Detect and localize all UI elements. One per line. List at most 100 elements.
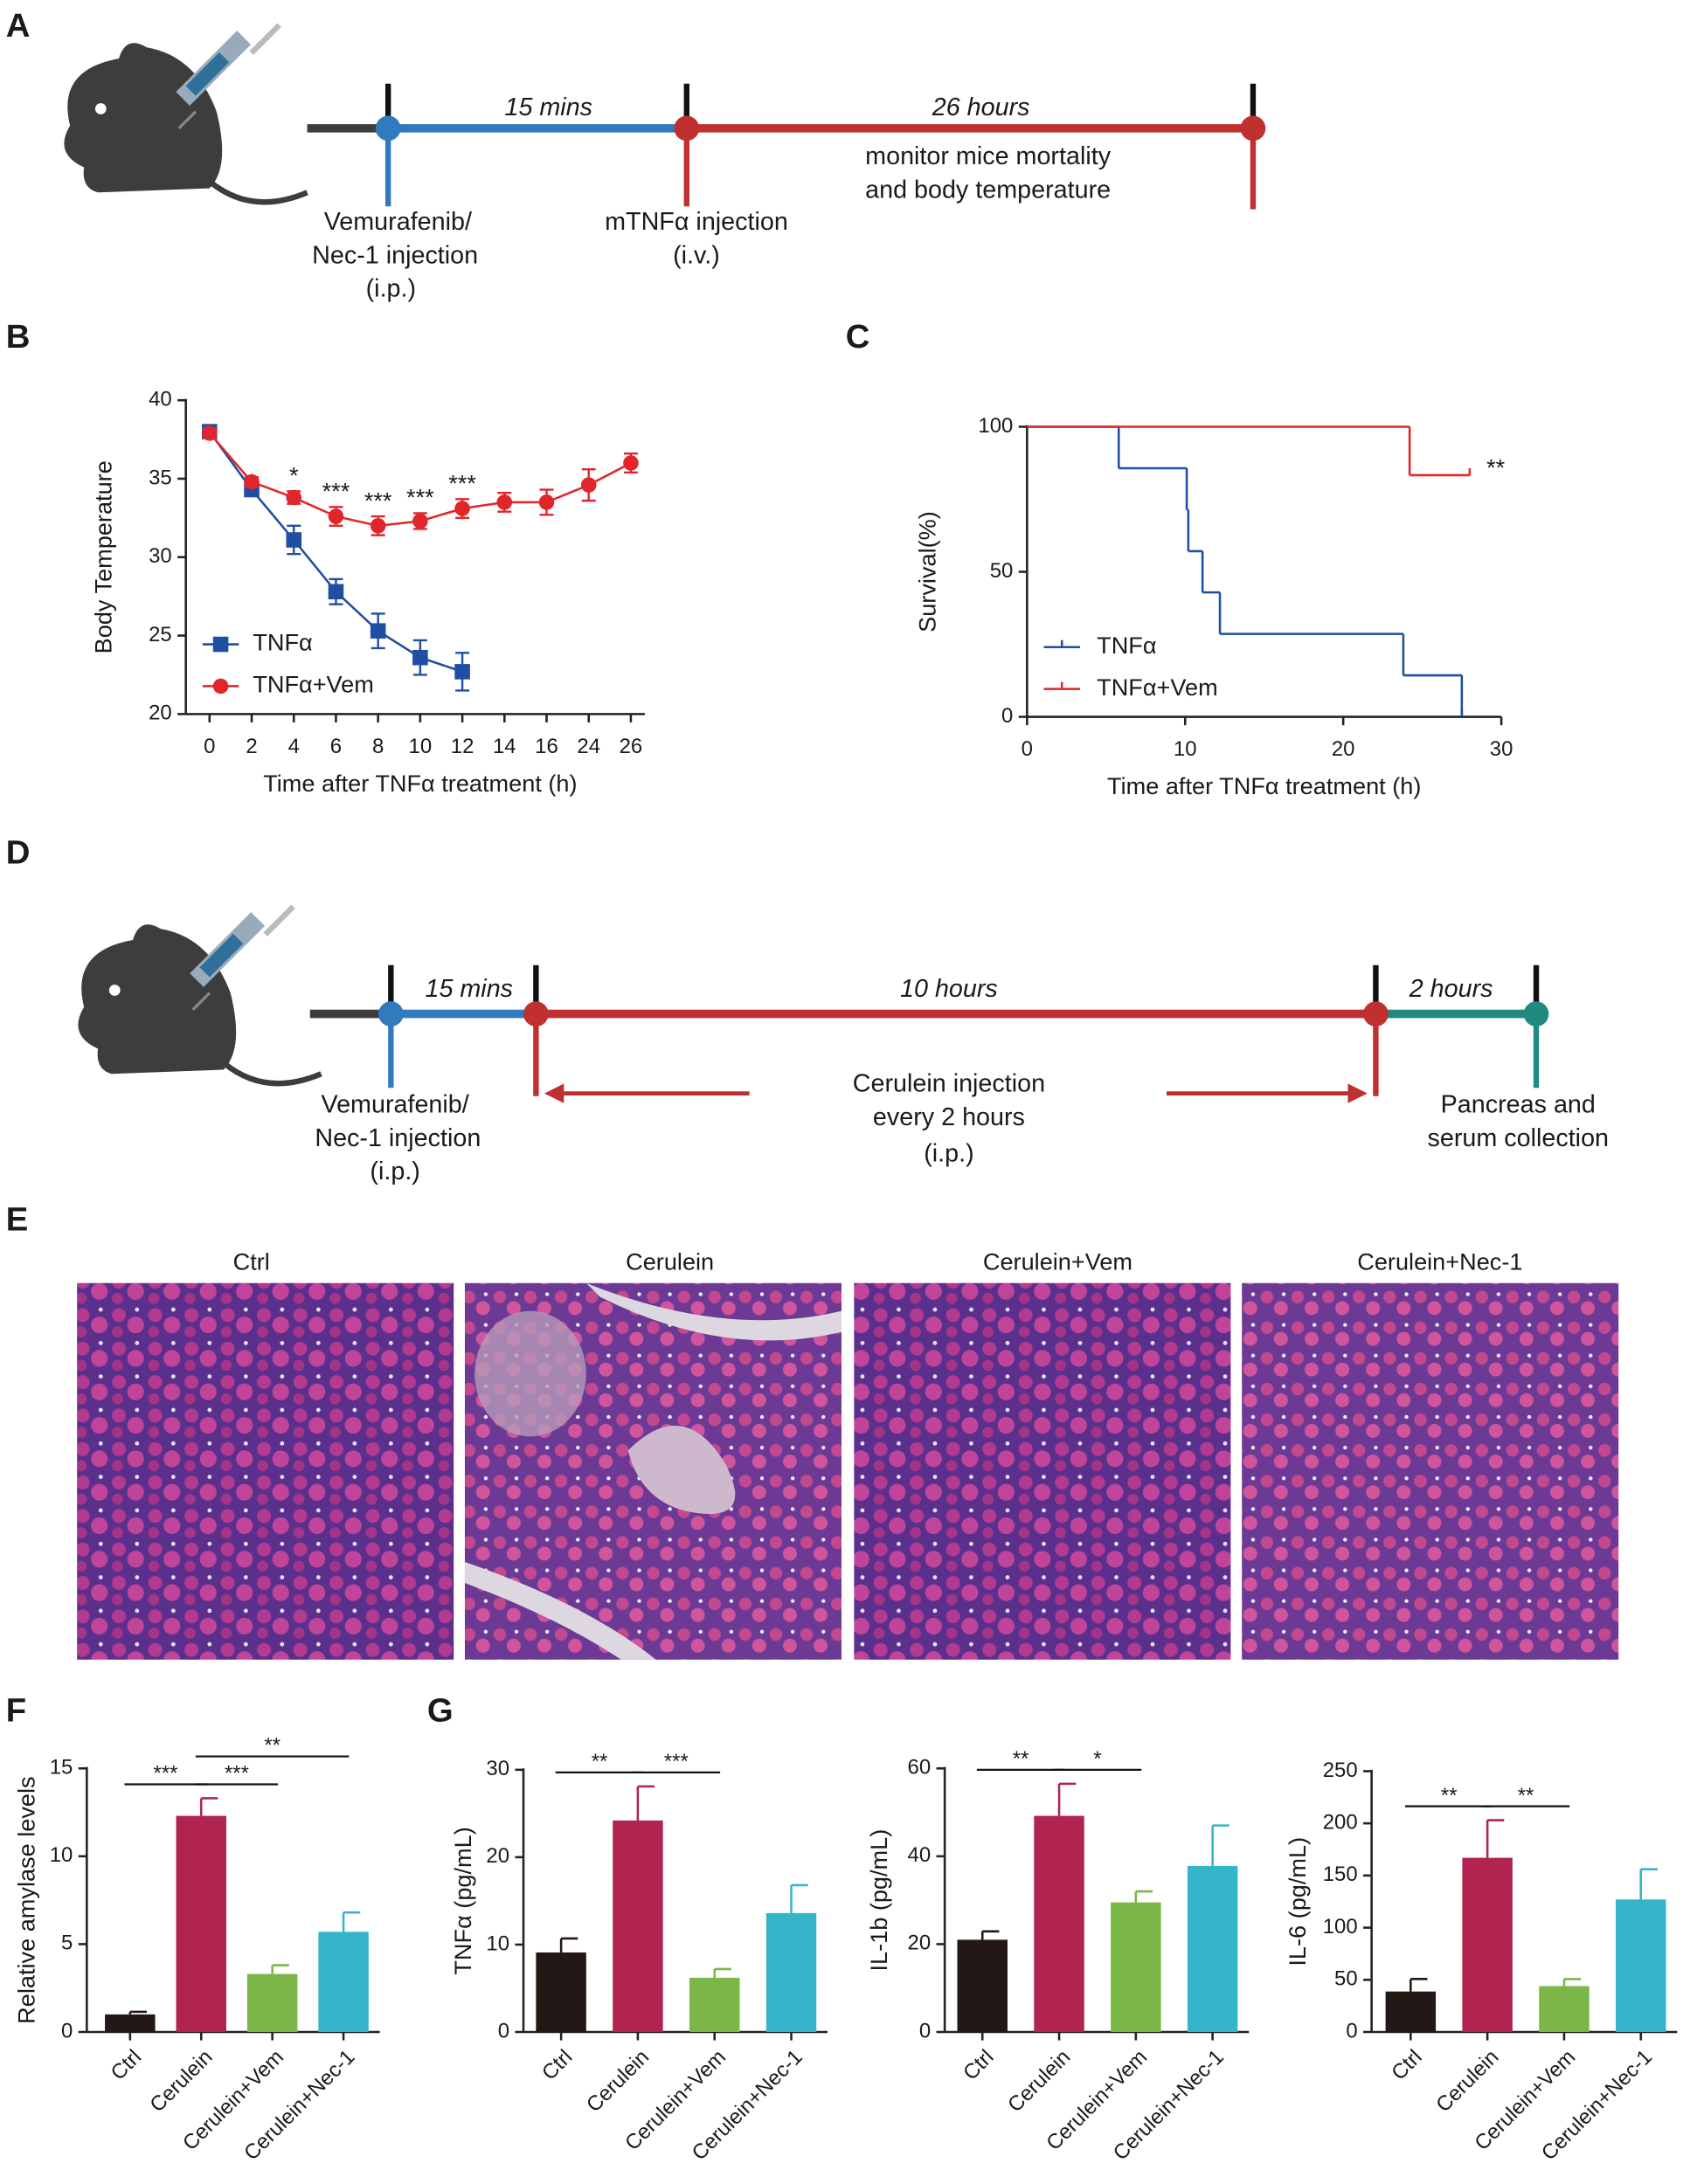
- panel-label: E: [6, 1201, 29, 1239]
- note: every 2 hours: [873, 1103, 1025, 1131]
- marker: [412, 649, 428, 666]
- bar: [1034, 1815, 1084, 2032]
- x-tick-label: 14: [493, 735, 516, 758]
- tissue-image: [854, 1282, 1231, 1660]
- x-tick-label: 20: [1332, 737, 1355, 761]
- marker: [538, 494, 555, 510]
- step-label: Pancreas and: [1441, 1091, 1596, 1119]
- y-tick-label: 0: [498, 2019, 509, 2042]
- y-tick-label: 15: [50, 1756, 73, 1780]
- legend-marker: [212, 636, 229, 653]
- panel-label: G: [427, 1692, 454, 1730]
- marker: [328, 508, 344, 524]
- bar: [957, 1939, 1008, 2032]
- y-tick-label: 40: [149, 388, 172, 411]
- bar: [1111, 1902, 1161, 2032]
- y-tick-label: 20: [486, 1844, 509, 1868]
- marker: [244, 473, 260, 490]
- bar: [536, 1952, 586, 2032]
- x-tick-label: 12: [451, 735, 474, 758]
- step-label: Vemurafenib/: [324, 208, 472, 236]
- significance: ***: [225, 1762, 249, 1786]
- error-bar: [128, 2010, 147, 2015]
- error-bar: [1639, 1868, 1658, 1900]
- x-axis-label: Time after TNFα treatment (h): [1107, 772, 1421, 799]
- y-tick-label: 20: [149, 702, 172, 725]
- marker: [496, 494, 513, 510]
- marker: [286, 532, 302, 548]
- x-tick-label: 30: [1490, 737, 1513, 761]
- y-tick-label: 60: [908, 1756, 932, 1780]
- bar: [1462, 1857, 1513, 2032]
- step-label: Nec-1 injection: [312, 241, 478, 269]
- error-bar: [636, 1785, 655, 1821]
- marker: [328, 584, 344, 600]
- y-tick-label: 100: [1323, 1915, 1358, 1939]
- marker: [454, 501, 470, 516]
- y-tick-label: 25: [149, 623, 172, 646]
- mouse-icon: [78, 907, 321, 1084]
- significance: **: [1013, 1747, 1029, 1771]
- step-label: (i.p.): [366, 275, 416, 303]
- note: monitor mice mortality: [865, 142, 1112, 170]
- significance: **: [264, 1734, 280, 1758]
- significance: ***: [154, 1762, 178, 1786]
- x-tick-label: Ctrl: [537, 2045, 577, 2084]
- legend-label: TNFα: [253, 629, 312, 656]
- step-label: (i.p.): [370, 1158, 419, 1185]
- panel-label: A: [6, 7, 31, 45]
- step-label: mTNFα injection: [605, 208, 788, 236]
- y-tick-label: 50: [990, 559, 1014, 583]
- y-tick-label: 150: [1323, 1863, 1358, 1886]
- bar: [246, 1973, 298, 2032]
- y-axis-label: TNFα (pg/mL): [449, 1827, 476, 1974]
- series-line: [208, 432, 632, 528]
- x-tick-label: 10: [409, 735, 433, 758]
- bar: [176, 1815, 226, 2032]
- step-label: Vemurafenib/: [322, 1091, 469, 1119]
- y-axis-label: IL-1b (pg/mL): [865, 1829, 892, 1972]
- error-bar: [1486, 1819, 1505, 1858]
- bar: [613, 1820, 663, 2032]
- panel-label: B: [6, 318, 31, 356]
- significance: ***: [664, 1750, 689, 1773]
- bar: [1385, 1991, 1437, 2032]
- series-line: [208, 431, 463, 674]
- x-tick-label: Cerulein: [1431, 2045, 1503, 2117]
- y-tick-label: 20: [908, 1932, 932, 1955]
- y-tick-label: 30: [486, 1757, 509, 1780]
- step-label: serum collection: [1428, 1124, 1610, 1152]
- timeline-d: 15 mins 10 hours 2 hours Cerulein inject…: [78, 907, 1610, 1185]
- marker: [580, 477, 597, 493]
- y-tick-label: 100: [978, 414, 1013, 438]
- x-axis-label: Time after TNFα treatment (h): [263, 770, 577, 797]
- x-tick-label: Ctrl: [107, 2045, 146, 2084]
- x-tick-label: Cerulein: [1003, 2045, 1075, 2117]
- error-bar: [790, 1883, 808, 1913]
- interval: 15 mins: [425, 975, 513, 1003]
- y-tick-label: 0: [1346, 2019, 1357, 2042]
- y-tick-label: 0: [919, 2019, 931, 2042]
- error-bar: [1562, 1978, 1582, 1987]
- significance: ***: [406, 484, 434, 511]
- error-bar: [1409, 1978, 1428, 1992]
- interval: 26 hours: [932, 93, 1030, 121]
- error-bar: [1211, 1824, 1229, 1866]
- error-bar: [199, 1797, 218, 1816]
- x-tick-label: 24: [577, 735, 600, 758]
- x-tick-label: 26: [620, 735, 643, 758]
- marker: [623, 455, 639, 471]
- x-tick-label: Cerulein: [582, 2045, 654, 2117]
- panel-label: C: [846, 318, 870, 356]
- y-tick-label: 10: [486, 1932, 509, 1955]
- tissue-image: [1242, 1282, 1619, 1660]
- image-label: Ctrl: [233, 1248, 270, 1275]
- legend-marker: [212, 678, 229, 695]
- significance: **: [592, 1750, 608, 1773]
- significance: *: [289, 462, 299, 489]
- marker: [370, 623, 386, 639]
- interval: 10 hours: [900, 975, 998, 1003]
- y-tick-label: 250: [1323, 1759, 1358, 1782]
